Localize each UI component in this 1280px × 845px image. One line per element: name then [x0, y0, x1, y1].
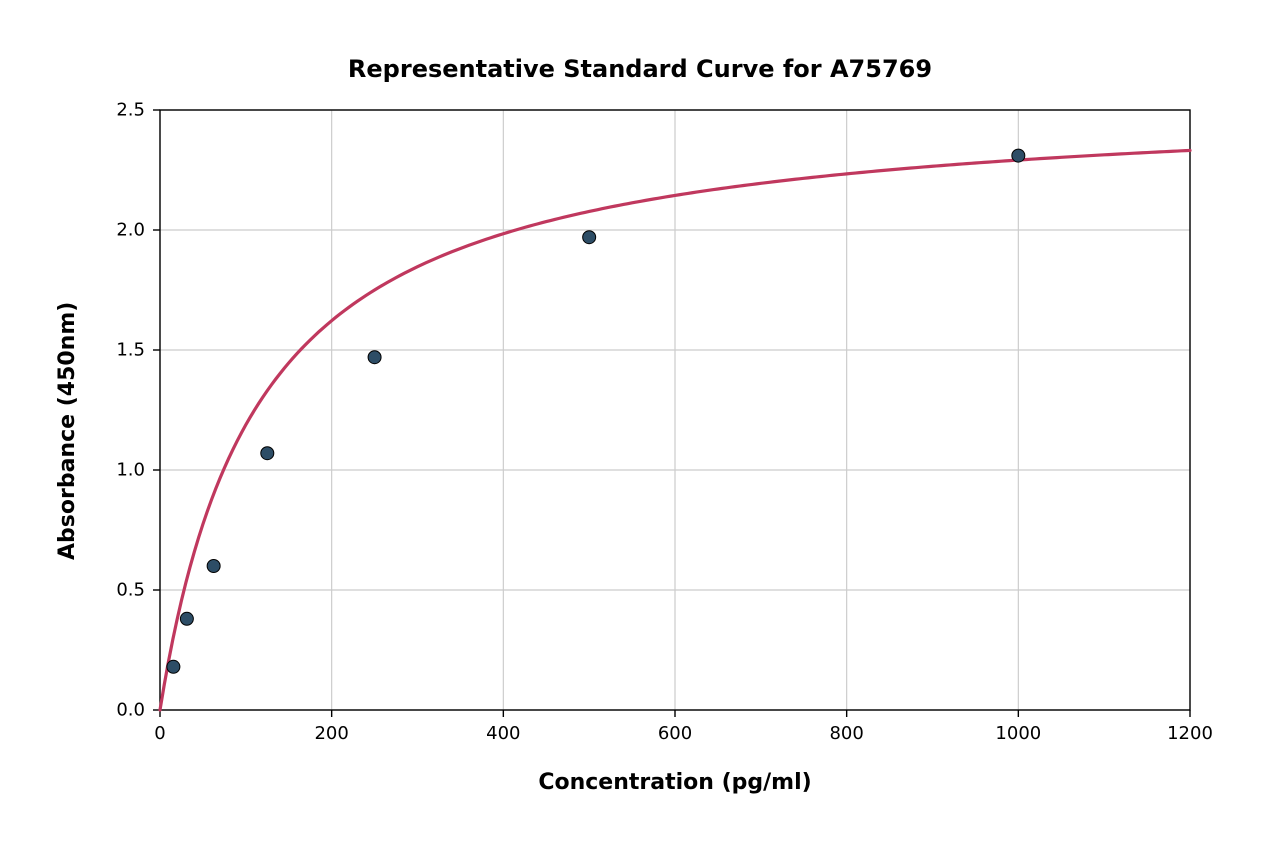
data-point: [180, 612, 193, 625]
data-point: [583, 231, 596, 244]
x-tick-label: 1200: [1167, 723, 1213, 744]
chart-title: Representative Standard Curve for A75769: [0, 55, 1280, 83]
x-tick-label: 400: [486, 723, 520, 744]
data-point: [167, 660, 180, 673]
data-point: [1012, 149, 1025, 162]
y-tick-label: 0.0: [103, 700, 145, 721]
y-axis-label: Absorbance (450nm): [55, 302, 80, 560]
y-tick-label: 0.5: [103, 580, 145, 601]
figure: Representative Standard Curve for A75769…: [0, 0, 1280, 845]
x-tick-label: 800: [829, 723, 863, 744]
data-point: [207, 560, 220, 573]
x-tick-label: 200: [314, 723, 348, 744]
y-tick-label: 1.5: [103, 340, 145, 361]
x-tick-label: 0: [154, 723, 165, 744]
x-axis-label: Concentration (pg/ml): [160, 770, 1190, 795]
x-tick-label: 600: [658, 723, 692, 744]
y-tick-label: 1.0: [103, 460, 145, 481]
x-tick-label: 1000: [995, 723, 1041, 744]
data-point: [261, 447, 274, 460]
y-tick-label: 2.0: [103, 220, 145, 241]
chart-canvas: [0, 0, 1280, 845]
data-point: [368, 351, 381, 364]
y-tick-label: 2.5: [103, 100, 145, 121]
